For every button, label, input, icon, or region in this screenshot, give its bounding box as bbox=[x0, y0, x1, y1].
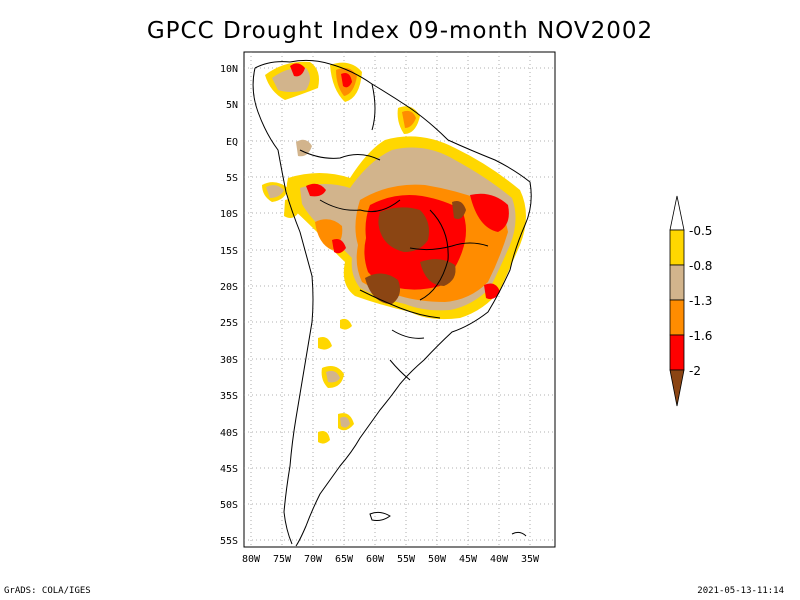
lat-label: 50S bbox=[220, 500, 238, 511]
lon-label: 40W bbox=[490, 554, 509, 565]
legend-bottom-triangle bbox=[669, 369, 685, 407]
legend-label: -1.3 bbox=[689, 294, 712, 308]
legend-label: -1.6 bbox=[689, 329, 712, 343]
legend-swatch-2 bbox=[669, 264, 685, 301]
legend-label: -0.5 bbox=[689, 224, 712, 238]
lon-label: 65W bbox=[335, 554, 354, 565]
lat-label: 10S bbox=[220, 209, 238, 220]
lon-label: 45W bbox=[459, 554, 478, 565]
drought-shading bbox=[262, 61, 526, 444]
legend-label: -2 bbox=[689, 364, 701, 378]
lat-label: 35S bbox=[220, 391, 238, 402]
map-panel bbox=[243, 51, 556, 548]
lat-label: 20S bbox=[220, 282, 238, 293]
legend-swatch-3 bbox=[669, 299, 685, 336]
footer-credit: GrADS: COLA/IGES bbox=[4, 586, 91, 596]
footer-timestamp: 2021-05-13-11:14 bbox=[697, 586, 784, 596]
legend-labels: -0.5 -0.8 -1.3 -1.6 -2 bbox=[689, 224, 712, 378]
legend-swatch-1 bbox=[669, 229, 685, 266]
lon-label: 50W bbox=[428, 554, 447, 565]
legend-swatch-4 bbox=[669, 334, 685, 371]
lon-label: 35W bbox=[521, 554, 540, 565]
lon-label: 70W bbox=[304, 554, 323, 565]
lon-label: 80W bbox=[242, 554, 261, 565]
lat-label: 10N bbox=[220, 64, 238, 75]
legend-top-triangle bbox=[669, 195, 685, 231]
lon-axis: 80W 75W 70W 65W 60W 55W 50W 45W 40W 35W bbox=[242, 554, 540, 565]
color-legend bbox=[669, 195, 685, 407]
legend-label: -0.8 bbox=[689, 259, 712, 273]
lat-label: 5N bbox=[226, 100, 238, 111]
map-title: GPCC Drought Index 09-month NOV2002 bbox=[146, 18, 654, 44]
lat-label: 30S bbox=[220, 355, 238, 366]
grid-lines bbox=[244, 52, 555, 547]
coastline-borders bbox=[252, 59, 532, 547]
lat-label: 5S bbox=[226, 173, 238, 184]
lon-label: 75W bbox=[273, 554, 292, 565]
lat-label: 15S bbox=[220, 246, 238, 257]
lat-label: 25S bbox=[220, 318, 238, 329]
lat-label: 40S bbox=[220, 428, 238, 439]
lat-label: 55S bbox=[220, 536, 238, 547]
lat-label: 45S bbox=[220, 464, 238, 475]
lon-label: 60W bbox=[366, 554, 385, 565]
lon-label: 55W bbox=[397, 554, 416, 565]
lat-label: EQ bbox=[226, 137, 238, 148]
lat-axis: 10N 5N EQ 5S 10S 15S 20S 25S 30S 35S 40S… bbox=[220, 64, 238, 547]
